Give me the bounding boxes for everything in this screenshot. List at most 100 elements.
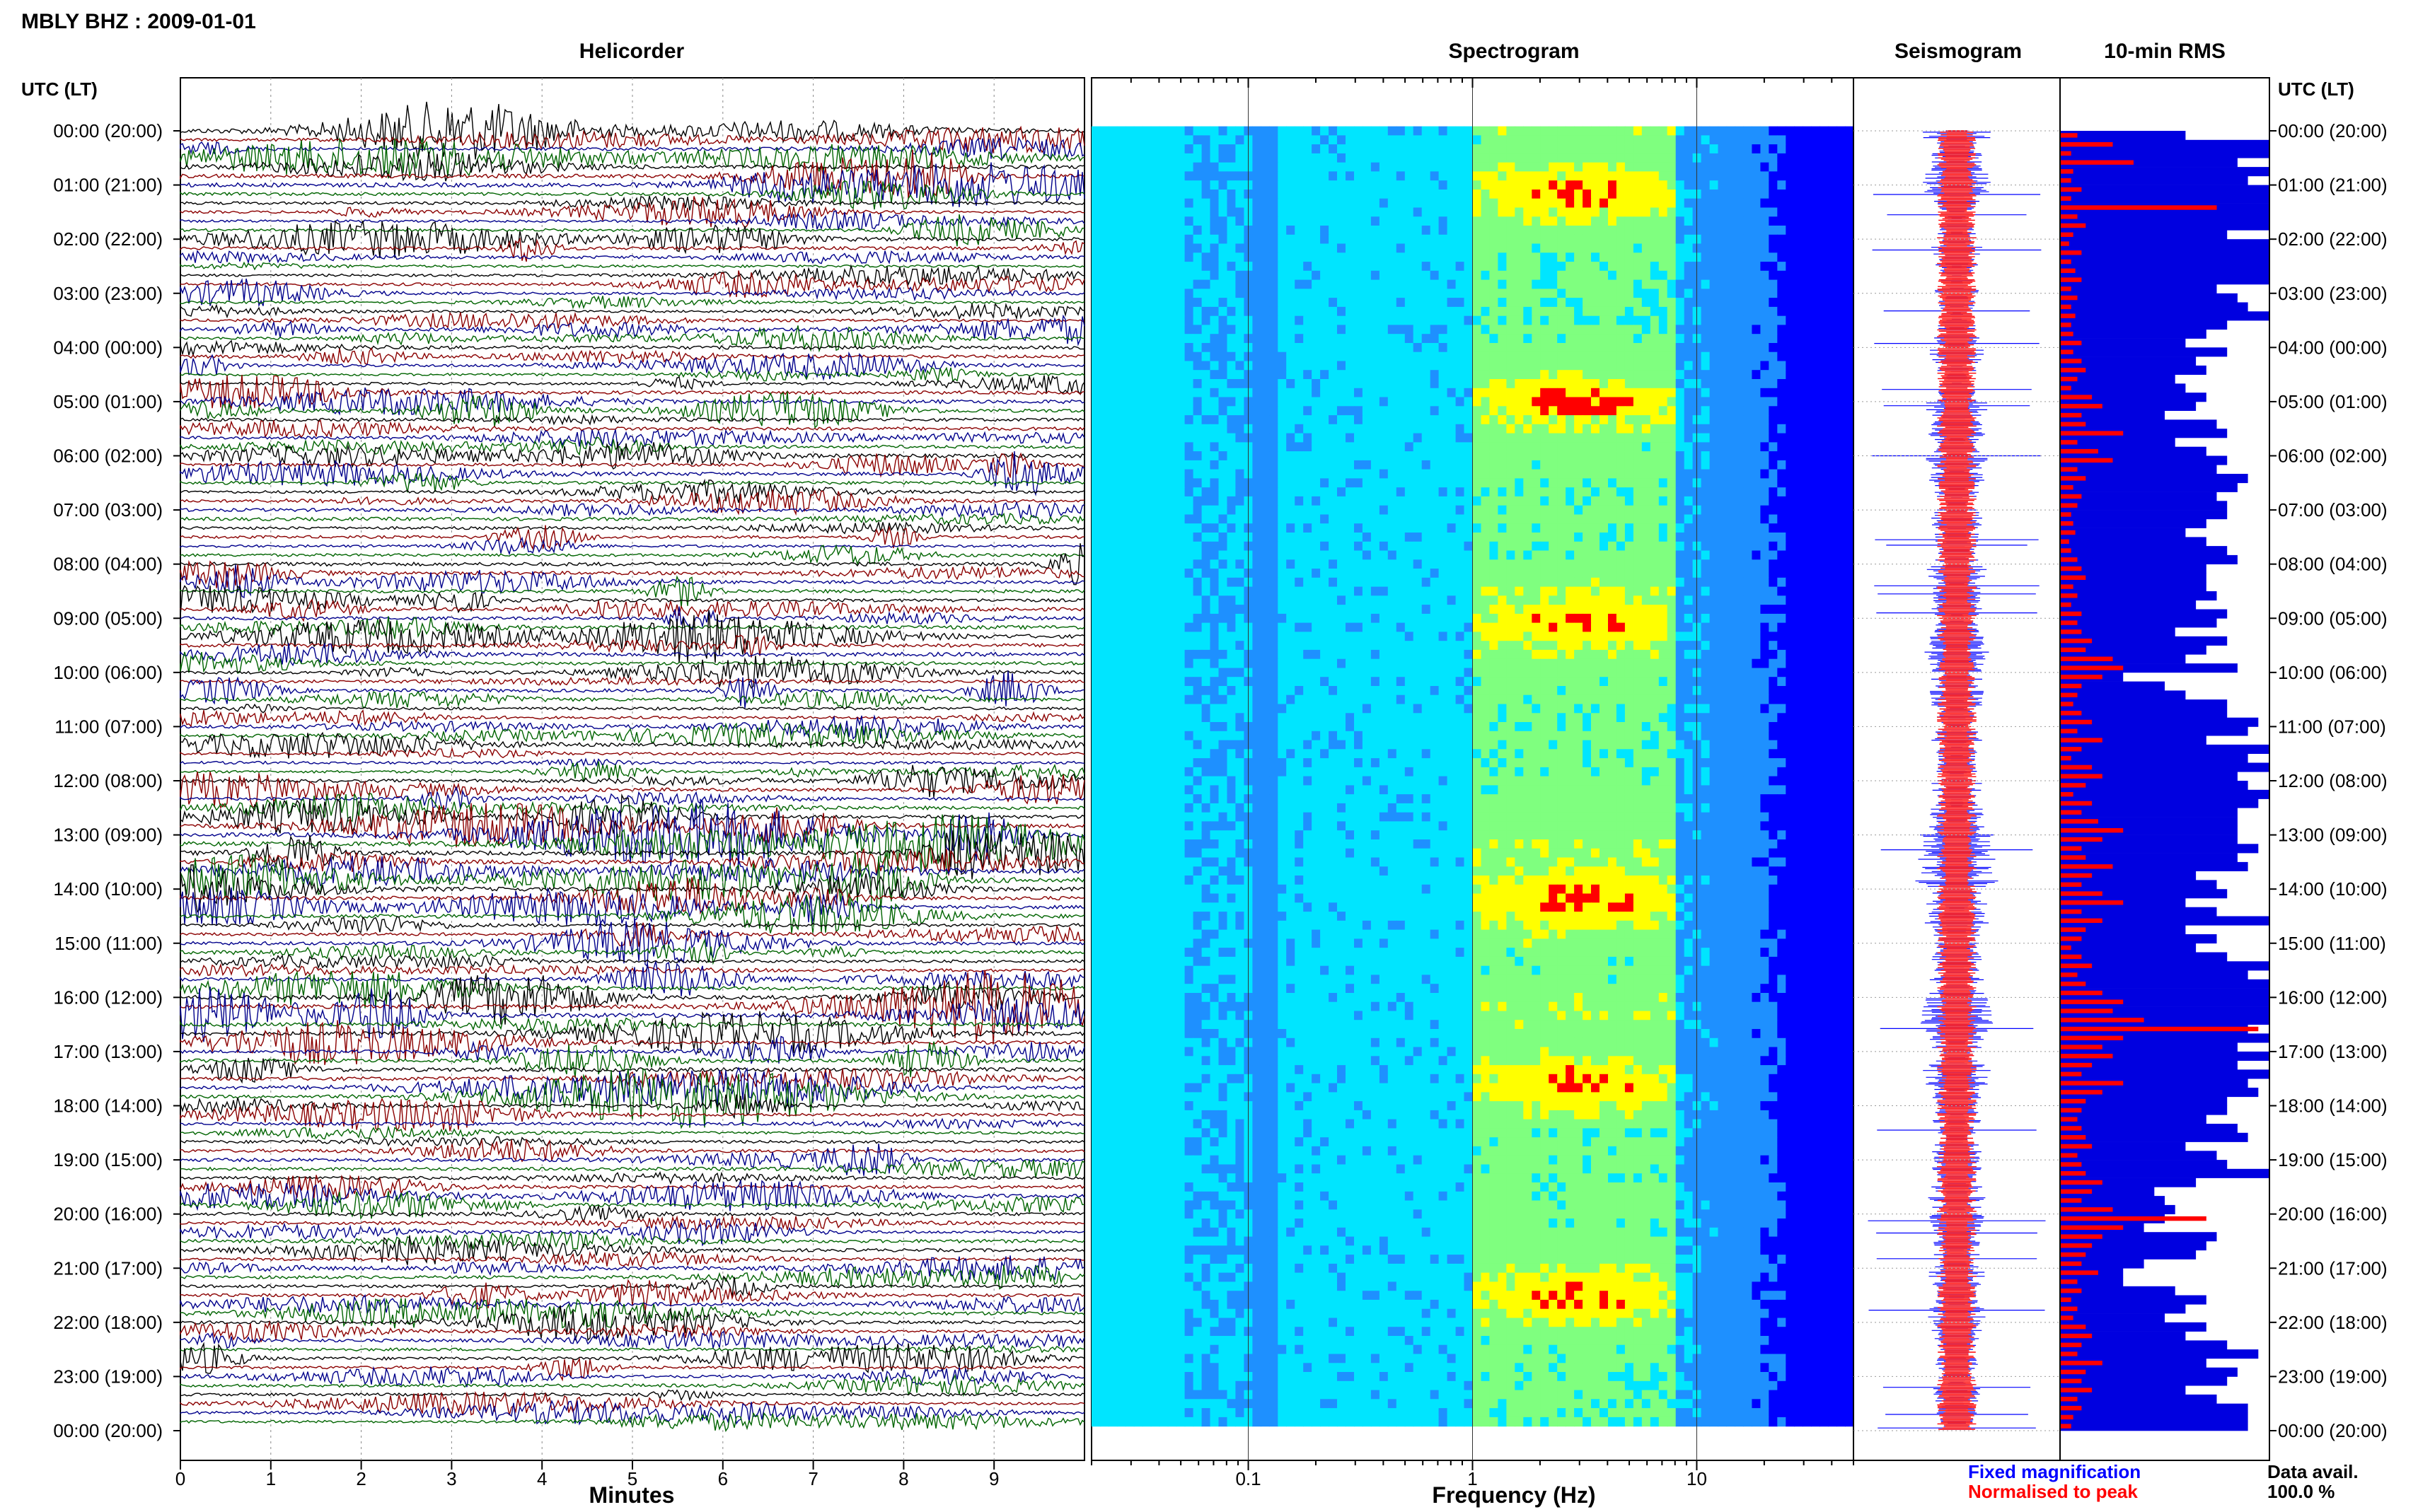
spectrogram-cell — [1769, 397, 1778, 407]
spectrogram-cell — [1600, 595, 1609, 605]
spectrogram-cell — [1142, 569, 1152, 578]
spectrogram-cell — [1557, 226, 1566, 235]
spectrogram-cell — [1752, 577, 1761, 588]
spectrogram-cell — [1218, 379, 1228, 389]
spectrogram-cell — [1574, 126, 1583, 136]
spectrogram-cell — [1269, 577, 1278, 588]
spectrogram-cell — [1430, 216, 1440, 226]
spectrogram-cell — [1455, 171, 1465, 181]
helicorder-trace — [180, 1125, 1085, 1140]
spectrogram-cell — [1464, 442, 1474, 452]
spectrogram-cell — [1566, 351, 1575, 361]
spectrogram-cell — [1167, 460, 1177, 470]
spectrogram-cell — [1218, 343, 1228, 353]
spectrogram-cell — [1252, 559, 1261, 569]
spectrogram-cell — [1329, 361, 1338, 371]
spectrogram-cell — [1421, 306, 1431, 317]
spectrogram-cell — [1193, 153, 1203, 163]
spectrogram-cell — [1591, 226, 1600, 235]
spectrogram-cell — [1252, 487, 1261, 497]
spectrogram-cell — [1820, 171, 1829, 181]
spectrogram-cell — [1320, 460, 1329, 470]
spectrogram-cell — [1489, 298, 1498, 308]
spectrogram-cell — [1574, 577, 1583, 588]
spectrogram-cell — [1184, 487, 1194, 497]
spectrogram-cell — [1218, 153, 1228, 163]
spectrogram-cell — [1133, 505, 1143, 515]
spectrogram-cell — [1404, 451, 1414, 461]
spectrogram-cell — [1362, 190, 1372, 199]
spectrogram-cell — [1413, 541, 1423, 552]
spectrogram-cell — [1464, 460, 1474, 470]
spectrogram-cell — [1252, 433, 1261, 443]
spectrogram-cell — [1430, 478, 1440, 488]
spectrogram-cell — [1624, 496, 1634, 506]
spectrogram-cell — [1506, 605, 1515, 615]
spectrogram-cell — [1421, 469, 1431, 479]
spectrogram-cell — [1295, 533, 1304, 542]
spectrogram-cell — [1549, 388, 1558, 398]
helicorder-trace — [180, 270, 1085, 298]
spectrogram-cell — [1777, 216, 1786, 226]
spectrogram-cell — [1100, 388, 1109, 398]
spectrogram-cell — [1303, 442, 1312, 452]
spectrogram-cell — [1675, 207, 1685, 217]
spectrogram-cell — [1346, 226, 1355, 235]
spectrogram-cell — [1718, 451, 1728, 461]
spectrogram-cell — [1193, 180, 1203, 190]
spectrogram-cell — [1108, 442, 1118, 452]
spectrogram-cell — [1583, 315, 1592, 325]
spectrogram-cell — [1159, 487, 1169, 497]
spectrogram-cell — [1421, 433, 1431, 443]
spectrogram-cell — [1718, 433, 1728, 443]
spectrogram-cell — [1312, 397, 1321, 407]
spectrogram-cell — [1252, 279, 1261, 289]
spectrogram-cell — [1616, 577, 1626, 588]
spectrogram-cell — [1549, 144, 1558, 154]
spectrogram-cell — [1701, 351, 1711, 361]
spectrogram-cell — [1684, 442, 1694, 452]
spectrogram-cell — [1201, 397, 1211, 407]
spectrogram-cell — [1142, 162, 1152, 172]
spectrogram-cell — [1540, 270, 1549, 281]
spectrogram-cell — [1379, 505, 1389, 515]
spectrogram-cell — [1278, 252, 1287, 262]
spectrogram-cell — [1227, 388, 1237, 398]
spectrogram-cell — [1752, 262, 1761, 272]
spectrogram-cell — [1278, 514, 1287, 524]
spectrogram-cell — [1261, 569, 1270, 578]
spectrogram-cell — [1278, 442, 1287, 452]
spectrogram-cell — [1092, 478, 1101, 488]
spectrogram-cell — [1557, 478, 1566, 488]
spectrogram-cell — [1430, 298, 1440, 308]
spectrogram-cell — [1447, 190, 1457, 199]
spectrogram-cell — [1184, 415, 1194, 425]
spectrogram-cell — [1811, 207, 1820, 217]
spectrogram-cell — [1769, 153, 1778, 163]
spectrogram-cell — [1633, 415, 1643, 425]
spectrogram-cell — [1828, 153, 1837, 163]
spectrogram-cell — [1743, 361, 1752, 371]
spectrogram-cell — [1600, 180, 1609, 190]
spectrogram-cell — [1404, 487, 1414, 497]
spectrogram-cell — [1438, 162, 1448, 172]
spectrogram-cell — [1786, 406, 1795, 416]
spectrogram-cell — [1532, 388, 1541, 398]
spectrogram-cell — [1464, 559, 1474, 569]
spectrogram-cell — [1210, 586, 1220, 596]
spectrogram-cell — [1396, 144, 1406, 154]
spectrogram-cell — [1498, 478, 1507, 488]
spectrogram-cell — [1295, 216, 1304, 226]
spectrogram-cell — [1337, 171, 1346, 181]
spectrogram-cell — [1252, 533, 1261, 542]
spectrogram-cell — [1261, 460, 1270, 470]
spectrogram-cell — [1624, 153, 1634, 163]
spectrogram-cell — [1624, 270, 1634, 281]
spectrogram-cell — [1786, 433, 1795, 443]
spectrogram-cell — [1684, 388, 1694, 398]
spectrogram-cell — [1591, 496, 1600, 506]
spectrogram-cell — [1295, 451, 1304, 461]
spectrogram-cell — [1387, 252, 1397, 262]
spectrogram-cell — [1354, 298, 1363, 308]
spectrogram-cell — [1100, 126, 1109, 136]
